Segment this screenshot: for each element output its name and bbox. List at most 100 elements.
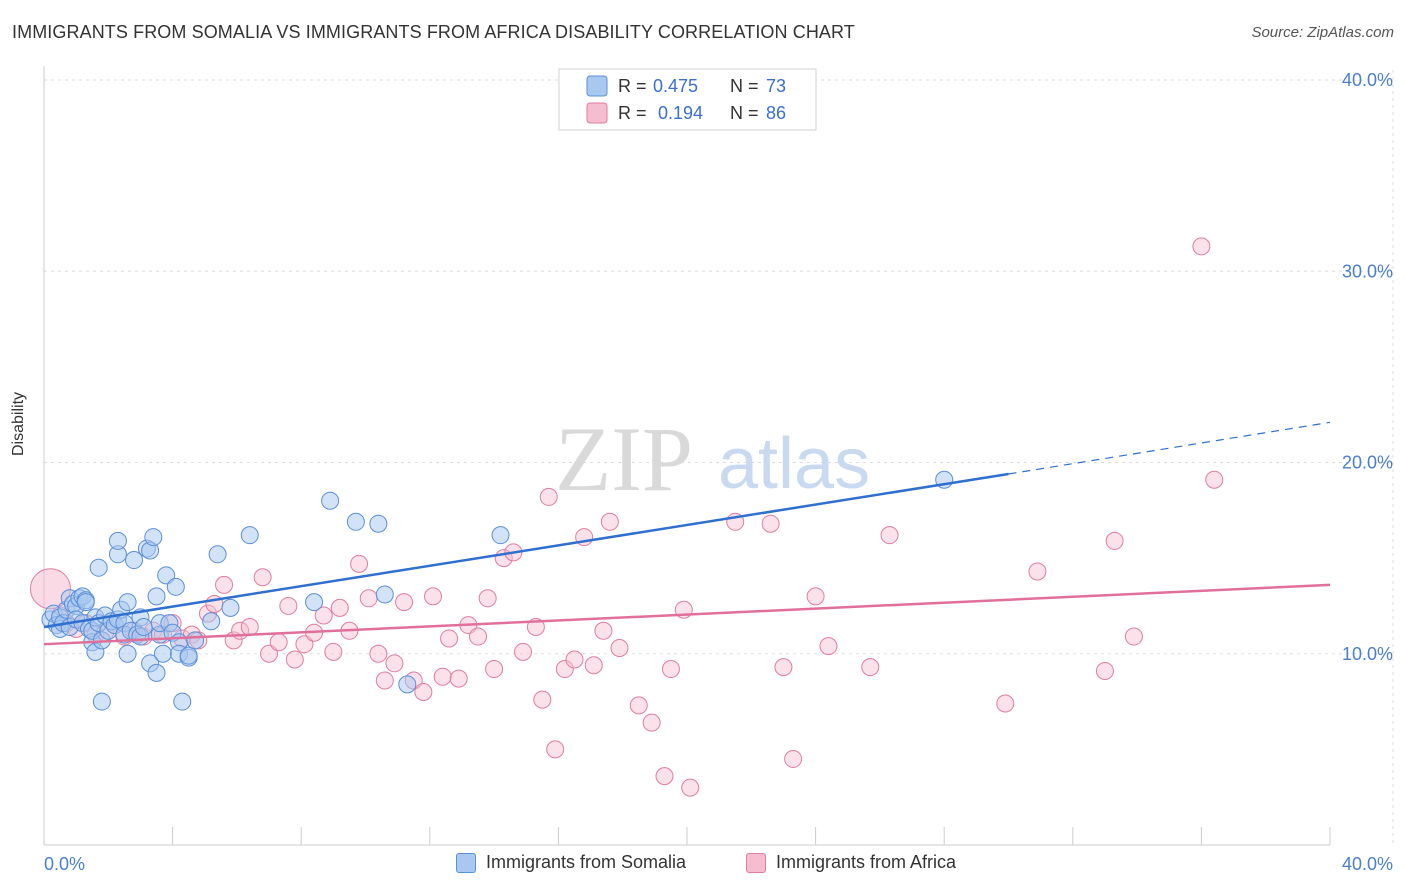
trend-lines [43, 421, 1331, 646]
africa-point [260, 644, 279, 663]
africa-point [629, 696, 648, 715]
africa-point [784, 749, 803, 768]
africa-point [761, 514, 780, 533]
somalia-point [147, 587, 166, 606]
africa-point [350, 554, 369, 573]
africa-point [279, 596, 298, 615]
somalia-point [153, 644, 172, 663]
y-axis-label: Disability [10, 391, 27, 456]
legend-somalia-r-value: 0.475 [653, 76, 698, 96]
africa-point [359, 589, 378, 608]
legend-somalia-r-label: R = [618, 76, 647, 96]
legend-africa-r-value: 0.194 [658, 103, 703, 123]
somalia-point [147, 663, 166, 682]
watermark-atlas: atlas [718, 424, 870, 504]
y-tick-label: 10.0% [1342, 644, 1393, 664]
somalia-point [76, 593, 95, 612]
somalia-point [240, 526, 259, 545]
africa-point [1124, 627, 1143, 646]
somalia-point [157, 566, 176, 585]
africa-point [996, 694, 1015, 713]
y-tick-label: 40.0% [1342, 70, 1393, 90]
somalia-point [92, 692, 111, 711]
somalia-point [108, 531, 127, 550]
legend-somalia-swatch [586, 75, 608, 97]
legend-bottom-africa-swatch [746, 852, 766, 873]
africa-point [1105, 531, 1124, 550]
somalia-point [398, 675, 417, 694]
africa-point [424, 587, 443, 606]
africa-point [485, 660, 504, 679]
africa-point [269, 633, 288, 652]
tick-labels: 10.0% 20.0% 30.0% 40.0% 0.0% 40.0% [44, 70, 1393, 874]
africa-point [880, 526, 899, 545]
africa-point [861, 658, 880, 677]
legend-bottom-somalia-swatch [456, 852, 476, 873]
somalia-point [89, 558, 108, 577]
africa-point [375, 671, 394, 690]
legend-africa-n-value: 86 [766, 103, 786, 123]
africa-point [478, 589, 497, 608]
africa-point [661, 660, 680, 679]
africa-point [414, 683, 433, 701]
africa-point [555, 660, 574, 679]
somalia-point [321, 491, 340, 510]
somalia-point [221, 598, 240, 617]
somalia-point [375, 585, 394, 604]
somalia-trend-line [43, 472, 1009, 629]
africa-point [819, 637, 838, 656]
axes [43, 66, 1331, 846]
africa-point [215, 575, 234, 594]
somalia-trend-extension [1008, 421, 1331, 475]
legend-bottom-africa-label: Immigrants from Africa [776, 852, 957, 872]
africa-point [1095, 661, 1114, 680]
africa-point [655, 767, 674, 786]
somalia-point [166, 577, 185, 596]
africa-point [440, 629, 459, 648]
somalia-point [144, 528, 163, 547]
africa-point [449, 669, 468, 688]
africa-point [369, 644, 388, 663]
africa-point [330, 598, 349, 617]
somalia-point [118, 644, 137, 663]
africa-point [584, 656, 603, 675]
legend-bottom-somalia-label: Immigrants from Somalia [486, 852, 687, 872]
africa-point [295, 635, 314, 654]
africa-point [1192, 237, 1211, 256]
somalia-point [491, 526, 510, 545]
legend-africa-n-label: N = [730, 103, 759, 123]
chart-title: IMMIGRANTS FROM SOMALIA VS IMMIGRANTS FR… [12, 22, 855, 42]
africa-point [610, 639, 629, 658]
africa-point [385, 654, 404, 673]
africa-point [240, 617, 259, 636]
legend-top: R = 0.475 N = 73 R = 0.194 N = 86 [558, 68, 817, 131]
africa-point [600, 512, 619, 531]
africa-point [395, 593, 414, 612]
series-africa-points [29, 237, 1224, 797]
x-tick-label: 0.0% [44, 854, 85, 874]
watermark-zip: ZIP [555, 408, 693, 510]
somalia-point [179, 646, 198, 665]
somalia-point [208, 545, 227, 564]
africa-point [565, 650, 584, 669]
africa-point [1028, 562, 1047, 581]
africa-point [514, 642, 533, 661]
africa-point [642, 713, 661, 732]
somalia-point [346, 512, 365, 531]
legend-bottom-africa: Immigrants from Africa [746, 852, 956, 873]
africa-point [539, 487, 558, 506]
chart-source: Source: ZipAtlas.com [1251, 24, 1394, 41]
somalia-point [134, 617, 153, 636]
legend-bottom: Immigrants from Somalia Immigrants from … [0, 852, 1406, 878]
legend-africa-r-label: R = [618, 103, 647, 123]
africa-point [806, 587, 825, 606]
legend-africa-swatch [586, 102, 608, 124]
africa-point [285, 650, 304, 669]
somalia-point [369, 514, 388, 533]
somalia-point [118, 593, 137, 612]
africa-trend-line [43, 583, 1331, 646]
somalia-point [173, 692, 192, 711]
africa-point [253, 568, 272, 587]
watermark: ZIP atlas [555, 408, 870, 510]
x-tick-label: 40.0% [1342, 854, 1393, 874]
